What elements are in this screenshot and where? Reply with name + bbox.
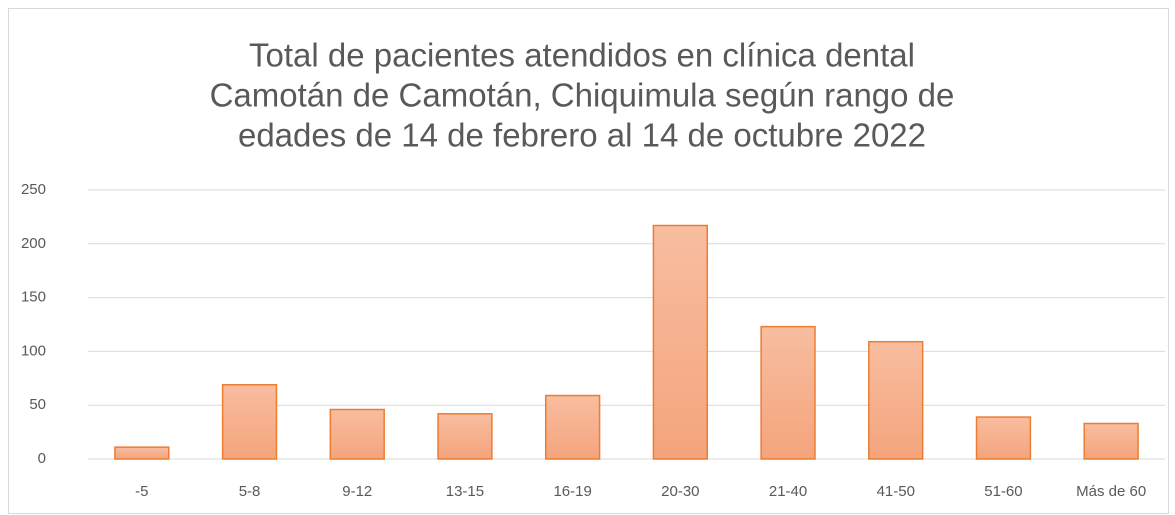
x-tick-label: 21-40 xyxy=(769,483,807,500)
bar xyxy=(868,340,924,460)
bar xyxy=(114,446,170,460)
x-tick-label: 16-19 xyxy=(553,483,591,500)
chart-title: Total de pacientes atendidos en clínica … xyxy=(249,37,915,74)
x-tick-label: 51-60 xyxy=(984,483,1022,500)
bar xyxy=(652,224,709,460)
y-tick-label: 50 xyxy=(29,396,46,413)
chart-title: Camotán de Camotán, Chiquimula según ran… xyxy=(210,77,955,114)
x-tick-label: Más de 60 xyxy=(1076,483,1146,500)
bar xyxy=(1083,422,1139,460)
bar xyxy=(760,325,816,460)
bar xyxy=(975,416,1032,460)
y-tick-label: 100 xyxy=(21,342,46,359)
bar xyxy=(221,384,278,460)
y-tick-label: 0 xyxy=(38,450,46,467)
x-tick-label: 20-30 xyxy=(661,483,699,500)
x-tick-label: 13-15 xyxy=(446,483,484,500)
y-tick-label: 150 xyxy=(21,289,46,306)
chart-title: edades de 14 de febrero al 14 de octubre… xyxy=(238,117,926,154)
x-tick-label: 41-50 xyxy=(877,483,915,500)
y-tick-label: 200 xyxy=(21,235,46,252)
bar xyxy=(437,413,493,460)
bar xyxy=(329,408,385,460)
y-tick-label: 250 xyxy=(21,181,46,198)
bar xyxy=(544,394,601,460)
x-tick-label: 5-8 xyxy=(239,483,261,500)
x-tick-label: -5 xyxy=(135,483,148,500)
x-tick-label: 9-12 xyxy=(342,483,372,500)
